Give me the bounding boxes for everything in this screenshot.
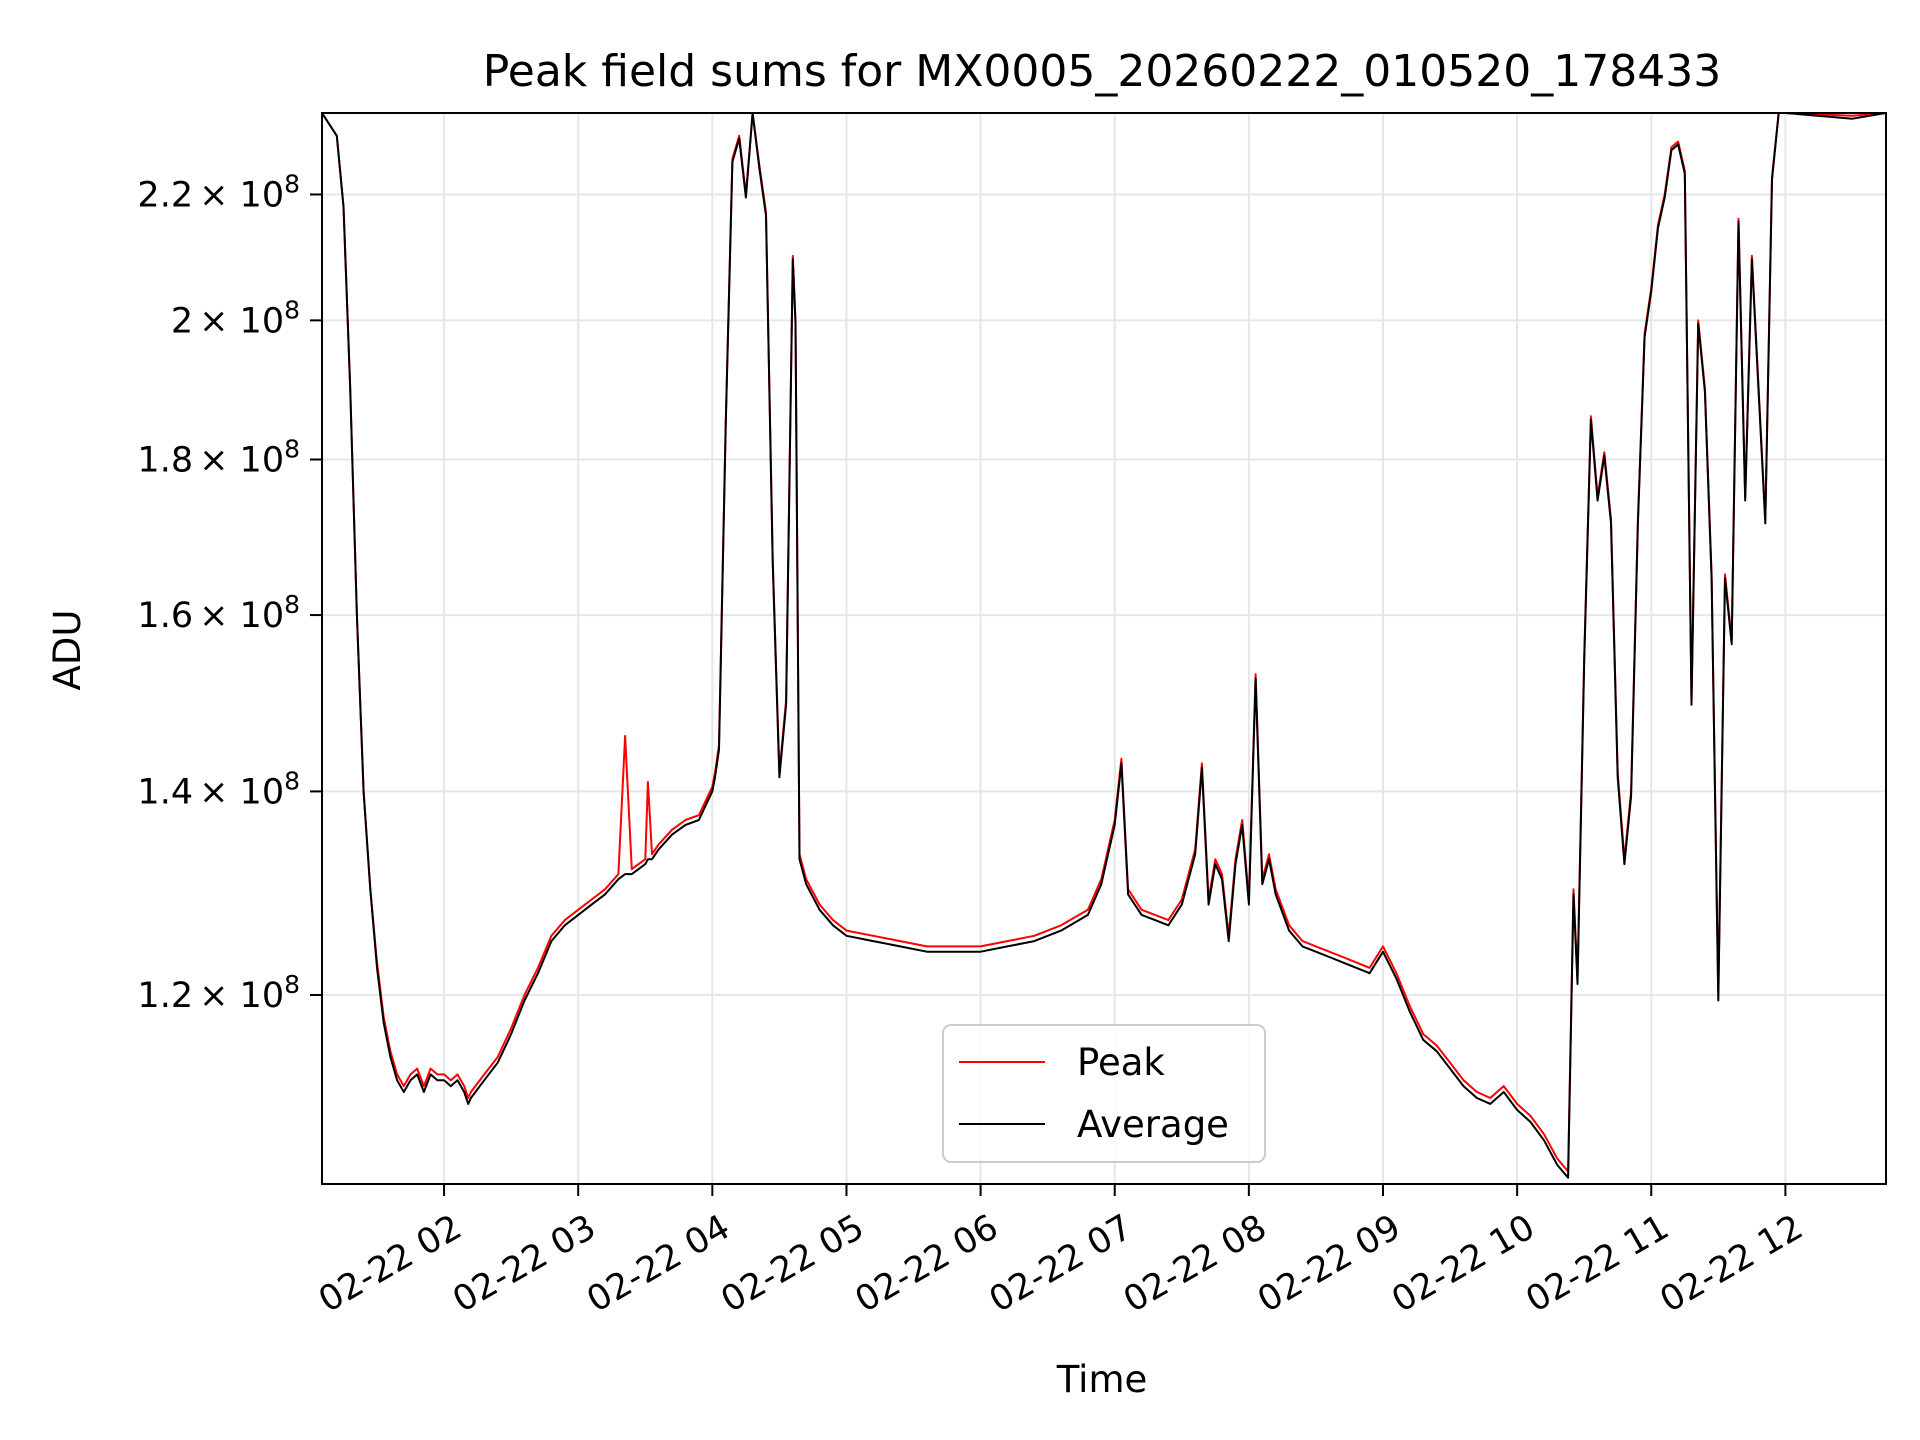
y-tick-exponent: 8 — [284, 295, 300, 324]
y-tick-base: × 10 — [199, 175, 284, 215]
x-axis-label: Time — [1056, 1358, 1148, 1401]
x-tick-label: 02-22 10 — [1385, 1207, 1541, 1320]
y-tick-base: × 10 — [199, 976, 284, 1016]
x-tick-label: 02-22 04 — [581, 1207, 737, 1320]
x-tick-label: 02-22 02 — [312, 1207, 468, 1320]
series-layer — [322, 113, 1886, 1179]
y-tick-mantissa: 1.8 — [137, 441, 193, 481]
y-tick-base: × 10 — [199, 772, 284, 812]
y-tick-exponent: 8 — [284, 169, 300, 198]
series-line-average — [322, 113, 1886, 1179]
x-tick-label: 02-22 06 — [849, 1207, 1005, 1320]
y-tick-label: 1.2 × 108 — [137, 970, 300, 1016]
y-tick-label: 2.2 × 108 — [137, 169, 300, 215]
y-tick-mantissa: 1.4 — [137, 772, 193, 812]
x-tick-label: 02-22 03 — [446, 1207, 602, 1320]
y-axis-label: ADU — [46, 610, 89, 691]
chart-title: Peak field sums for MX0005_20260222_0105… — [483, 46, 1721, 97]
x-tick-label: 02-22 08 — [1117, 1207, 1273, 1320]
y-tick-mantissa: 2 — [171, 301, 193, 341]
grid-layer — [322, 113, 1886, 1184]
y-tick-label: 2 × 108 — [171, 295, 300, 341]
y-tick-mantissa: 1.6 — [137, 596, 193, 636]
y-tick-label: 1.6 × 108 — [137, 590, 300, 636]
y-tick-base: × 10 — [199, 596, 284, 636]
x-tick-label: 02-22 07 — [983, 1207, 1139, 1320]
x-tick-label: 02-22 12 — [1654, 1207, 1810, 1320]
legend: Peak Average — [942, 1024, 1266, 1163]
y-tick-base: × 10 — [199, 301, 284, 341]
y-tick-exponent: 8 — [284, 766, 300, 795]
legend-box — [942, 1024, 1266, 1163]
y-tick-exponent: 8 — [284, 970, 300, 999]
x-tick-label: 02-22 05 — [715, 1207, 871, 1320]
y-tick-base: × 10 — [199, 441, 284, 481]
y-tick-exponent: 8 — [284, 435, 300, 464]
y-tick-mantissa: 1.2 — [137, 976, 193, 1016]
x-tick-label: 02-22 11 — [1519, 1207, 1675, 1320]
legend-label-average: Average — [1077, 1103, 1229, 1146]
legend-label-peak: Peak — [1077, 1041, 1165, 1084]
y-tick-exponent: 8 — [284, 590, 300, 619]
y-tick-mantissa: 2.2 — [137, 175, 193, 215]
x-tick-label: 02-22 09 — [1251, 1207, 1407, 1320]
y-tick-label: 1.8 × 108 — [137, 435, 300, 481]
y-tick-label: 1.4 × 108 — [137, 766, 300, 812]
plot-frame — [321, 112, 1887, 1185]
